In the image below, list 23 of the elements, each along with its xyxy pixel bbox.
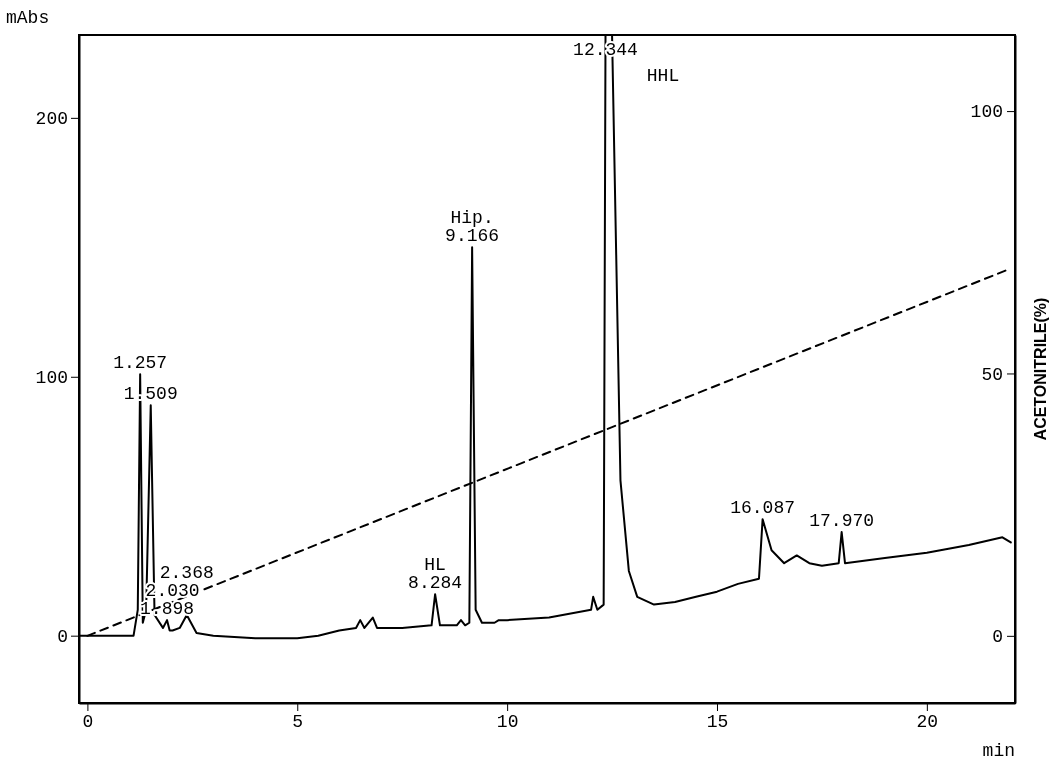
x-tick-label: 10 [496, 711, 519, 732]
y-tick-label: 100 [35, 368, 68, 389]
annotation: HL [424, 555, 446, 576]
y2-tick-label: 100 [970, 102, 1003, 123]
y-axis-title: mAbs [6, 8, 50, 28]
x-tick-label: 0 [82, 711, 94, 732]
x-axis-title: min [982, 741, 1015, 761]
annotation: 2.368 [159, 563, 214, 584]
annotation: 1.257 [113, 353, 168, 374]
annotation: HHL [646, 66, 680, 86]
x-tick-label: 5 [292, 711, 304, 732]
y2-tick-label: 0 [992, 627, 1003, 648]
annotation: 8.284 [408, 573, 463, 594]
annotation: 17.970 [809, 511, 875, 532]
x-tick-label: 15 [706, 711, 729, 732]
y-tick-label: 200 [35, 109, 68, 130]
x-tick-label: 20 [916, 711, 939, 732]
y2-axis-title: ACETONITRILE(%) [1032, 297, 1049, 441]
y2-tick-label: 50 [981, 364, 1003, 385]
annotation: 9.166 [445, 226, 500, 247]
y-tick-label: 0 [57, 626, 68, 647]
annotation: Hip. [450, 208, 494, 229]
annotation: 16.087 [730, 498, 796, 519]
